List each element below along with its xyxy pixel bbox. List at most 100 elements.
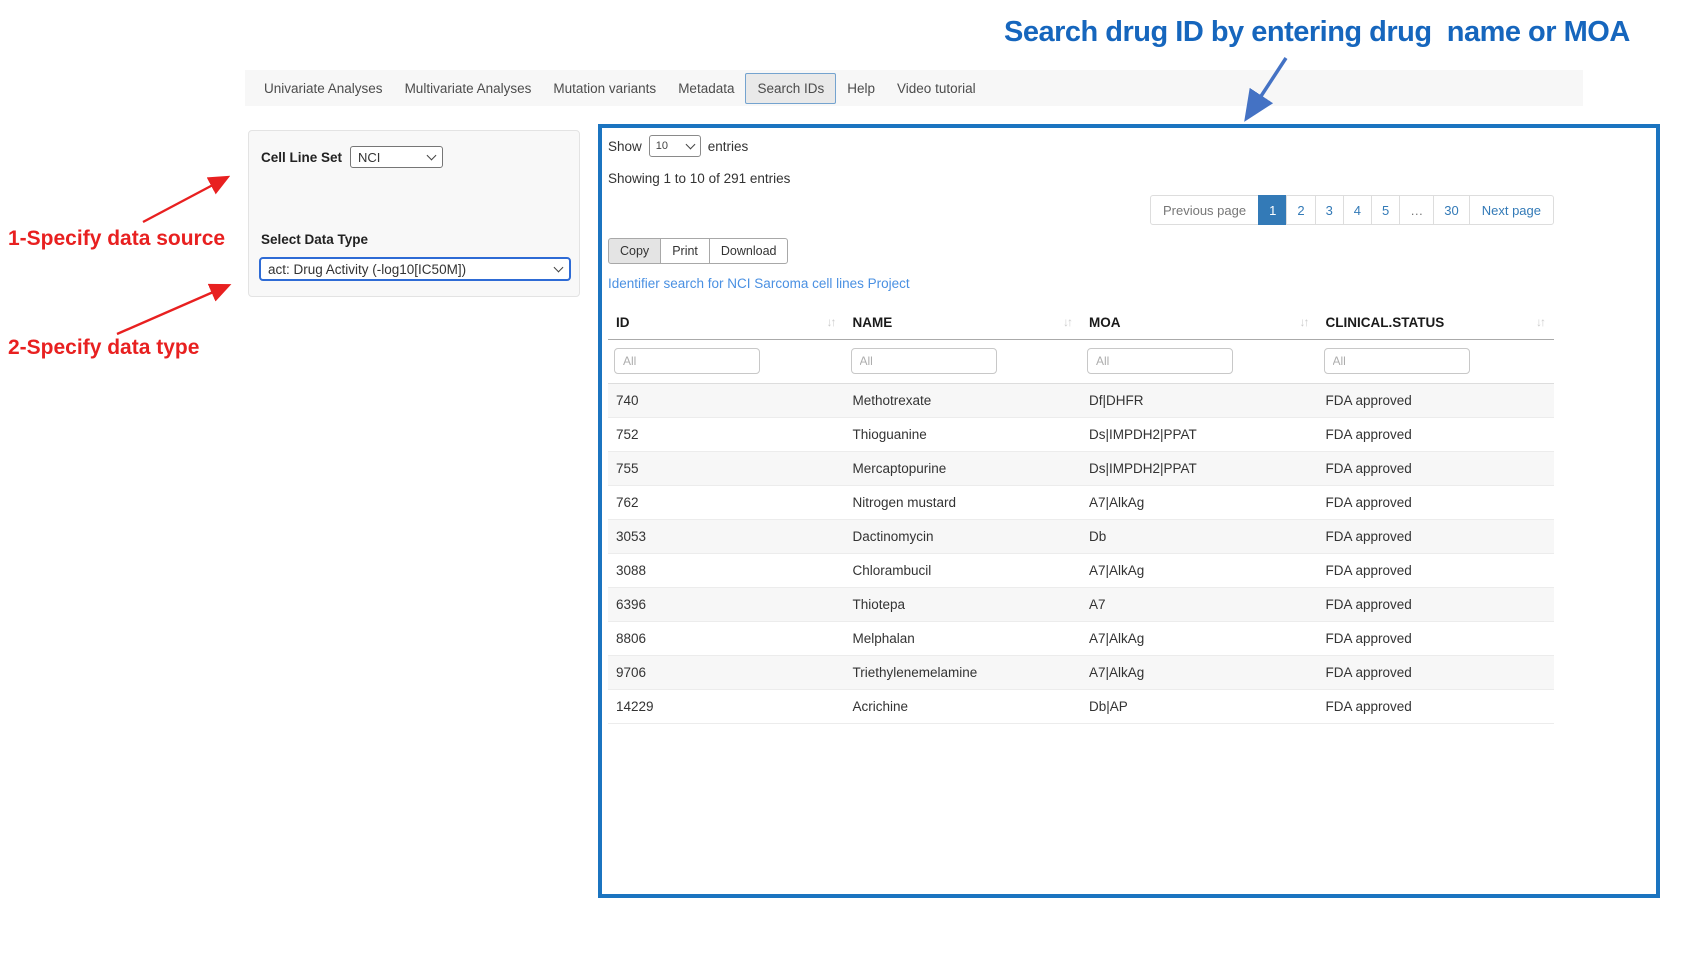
cell: 9706: [608, 655, 845, 690]
table-row[interactable]: 755 Mercaptopurine Ds|IMPDH2|PPAT FDA appro…: [608, 451, 1554, 486]
pagination: Previous page 1 2 3 4 5… 30 Next page: [608, 195, 1554, 225]
previous-page-button[interactable]: Previous page: [1149, 195, 1260, 225]
filter-input-moa[interactable]: [1087, 348, 1233, 374]
data-type-value: act: Drug Activity (-log10[IC50M]): [268, 261, 467, 277]
cell: Mercaptopurine: [844, 451, 1081, 486]
page-length-select[interactable]: 10: [648, 135, 701, 157]
cell: Dactinomycin: [844, 519, 1081, 554]
table-body: 740 Methotrexate Df|DHFR FDA approved 752 Thi…: [608, 383, 1554, 724]
tab-video-tutorial[interactable]: Video tutorial: [897, 80, 976, 96]
table-row[interactable]: 3053 Dactinomycin Db FDA approved: [608, 519, 1554, 554]
cell: 3053: [608, 519, 845, 554]
cell: 762: [608, 485, 845, 520]
cell: Db|AP: [1081, 689, 1318, 724]
page-button-4[interactable]: 4: [1342, 195, 1373, 225]
cell: FDA approved: [1317, 553, 1554, 588]
page-button-5[interactable]: 5: [1371, 195, 1401, 225]
next-page-button[interactable]: Next page: [1468, 195, 1554, 225]
pagination-ellipsis: …: [1399, 195, 1435, 225]
tab-help[interactable]: Help: [847, 80, 876, 96]
column-header-moa[interactable]: MOA ↓↑: [1081, 307, 1318, 340]
annotation-step1: 1-Specify data source: [8, 227, 226, 250]
controls-panel: Cell Line Set NCI Select Data Type act: …: [248, 130, 580, 297]
column-label: NAME: [852, 315, 893, 330]
filter-cell: [1317, 339, 1554, 384]
tab-metadata[interactable]: Metadata: [678, 80, 735, 96]
results-table: ID ↓↑ NAME ↓↑ MOA ↓↑ CLINICAL.STATUS ↓↑ 740Meth…: [608, 307, 1554, 724]
tab-univariate-analyses[interactable]: Univariate Analyses: [264, 80, 383, 96]
cell: Melphalan: [844, 621, 1081, 656]
cell: 14229: [608, 689, 845, 724]
navbar-tabs: Univariate Analyses Multivariate Analyses…: [245, 70, 1583, 106]
page-button-30[interactable]: 30: [1433, 195, 1470, 225]
table-row[interactable]: 762 Nitrogen mustard A7|AlkAg FDA approved: [608, 485, 1554, 520]
show-label: Show: [608, 138, 642, 154]
column-header-clinical-status[interactable]: CLINICAL.STATUS ↓↑: [1317, 307, 1554, 340]
column-header-name[interactable]: NAME ↓↑: [844, 307, 1081, 340]
filter-input-name[interactable]: [850, 348, 997, 374]
cell: Methotrexate: [844, 383, 1081, 418]
cell: FDA approved: [1317, 485, 1554, 520]
cell: A7|AlkAg: [1081, 655, 1318, 690]
cell: FDA approved: [1317, 689, 1554, 724]
data-type-label: Select Data Type: [261, 232, 369, 247]
filter-cell: [1081, 339, 1318, 384]
table-row[interactable]: 740 Methotrexate Df|DHFR FDA approved: [608, 383, 1554, 418]
table-info-text: Showing 1 to 10 of 291 entries: [608, 171, 791, 186]
column-header-id[interactable]: ID ↓↑: [608, 307, 845, 340]
print-button[interactable]: Print: [660, 238, 710, 264]
tab-search-ids[interactable]: Search IDs: [745, 72, 837, 104]
cell-line-set-select[interactable]: NCI: [350, 146, 444, 168]
results-panel: Show 10 entries Showing 1 to 10 of 291 e…: [598, 124, 1660, 898]
chevron-down-icon: [426, 150, 437, 161]
copy-button[interactable]: Copy: [608, 238, 662, 264]
cell: FDA approved: [1317, 519, 1554, 554]
data-type-select[interactable]: act: Drug Activity (-log10[IC50M]): [259, 257, 571, 281]
column-label: MOA: [1089, 315, 1121, 330]
cell: Acrichine: [844, 689, 1081, 724]
cell: FDA approved: [1317, 655, 1554, 690]
page-button-1[interactable]: 1: [1258, 195, 1288, 225]
page-length-value: 10: [655, 140, 669, 152]
filter-input-id[interactable]: [614, 348, 760, 374]
cell: Ds|IMPDH2|PPAT: [1081, 451, 1318, 486]
tab-multivariate-analyses[interactable]: Multivariate Analyses: [404, 80, 532, 96]
sort-icon: ↓↑: [1536, 315, 1546, 329]
sort-icon: ↓↑: [1063, 315, 1073, 329]
table-row[interactable]: 14229 Acrichine Db|AP FDA approved: [608, 689, 1554, 724]
cell: Db: [1081, 519, 1318, 554]
entries-label: entries: [707, 138, 749, 154]
page-button-3[interactable]: 3: [1314, 195, 1344, 225]
sort-icon: ↓↑: [1299, 315, 1310, 329]
cell: 8806: [608, 621, 845, 656]
cell: FDA approved: [1317, 383, 1554, 418]
cell: FDA approved: [1317, 451, 1554, 486]
filter-input-clinical-status[interactable]: [1323, 348, 1470, 374]
download-button[interactable]: Download: [708, 238, 789, 264]
cell: A7|AlkAg: [1081, 553, 1318, 588]
filter-cell: [844, 339, 1081, 384]
tab-mutation-variants[interactable]: Mutation variants: [553, 80, 657, 96]
identifier-search-link[interactable]: Identifier search for NCI Sarcoma cell l…: [608, 276, 910, 291]
cell: A7: [1081, 587, 1318, 622]
chevron-down-icon: [685, 139, 696, 150]
table-row[interactable]: 3088 Chlorambucil A7|AlkAg FDA approved: [608, 553, 1554, 588]
table-row[interactable]: 9706 Triethylenemelamine A7|AlkAg FDA appro…: [608, 655, 1554, 690]
filter-cell: [608, 339, 845, 384]
export-buttons: Copy Print Download: [608, 238, 1554, 264]
table-row[interactable]: 6396 Thiotepa A7 FDA approved: [608, 587, 1554, 622]
sort-icon: ↓↑: [826, 315, 837, 329]
column-label: CLINICAL.STATUS: [1325, 315, 1445, 330]
cell-line-set-value: NCI: [358, 149, 381, 165]
cell-line-set-label: Cell Line Set: [261, 149, 343, 165]
column-label: ID: [616, 315, 630, 330]
cell: 3088: [608, 553, 845, 588]
annotation-title: Search drug ID by entering drug name or …: [1004, 16, 1630, 48]
page-button-2[interactable]: 2: [1286, 195, 1316, 225]
table-row[interactable]: 8806 Melphalan A7|AlkAg FDA approved: [608, 621, 1554, 656]
cell: 755: [608, 451, 845, 486]
annotation-step2: 2-Specify data type: [8, 336, 200, 359]
cell: 752: [608, 417, 845, 452]
table-row[interactable]: 752 Thioguanine Ds|IMPDH2|PPAT FDA approved: [608, 417, 1554, 452]
chevron-down-icon: [553, 262, 564, 273]
